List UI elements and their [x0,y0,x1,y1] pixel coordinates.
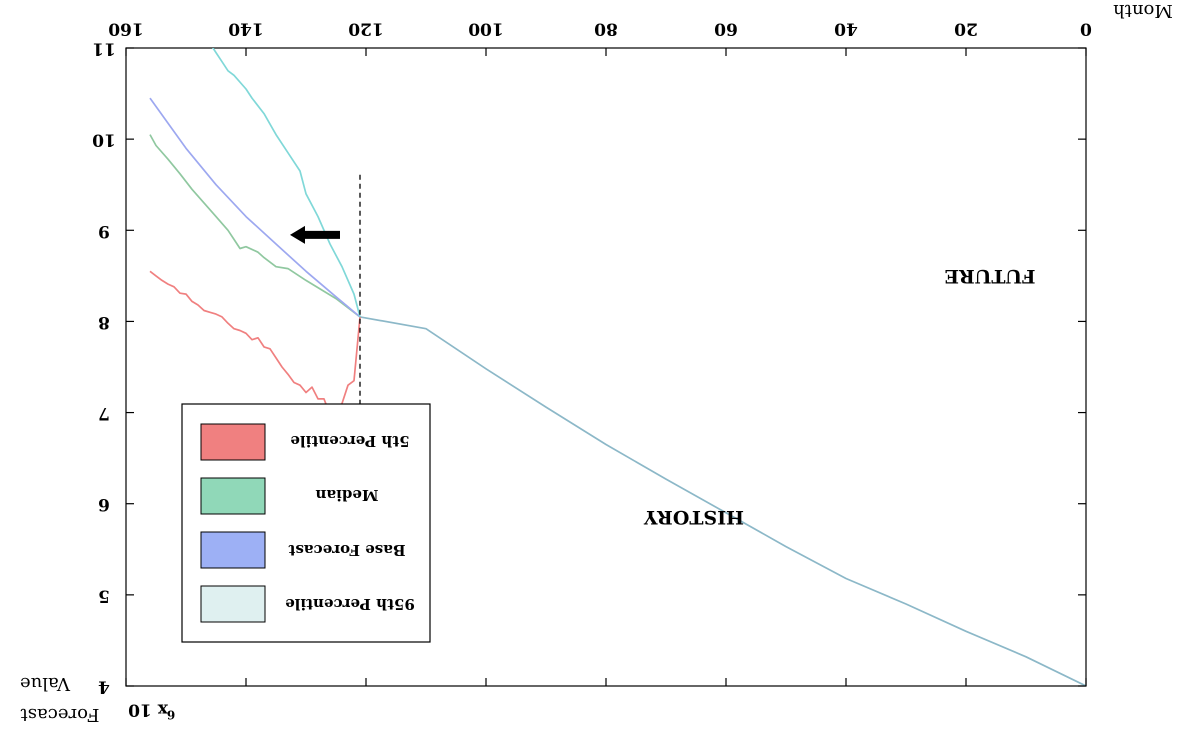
legend-swatch-1 [200,477,266,515]
y-tick-label-5: 9 [98,221,110,241]
x-tick-label-8: 160 [108,19,144,39]
future-label: FUTURE [944,265,1035,287]
legend-swatch-0 [200,423,266,461]
tick-marks [125,47,1087,687]
y-tick-label-2: 6 [98,494,110,514]
series-layer [149,48,1086,686]
y-multiplier-exponent: 6 [167,708,175,722]
legend-label-1: Median [315,486,378,504]
series-line-3 [149,97,361,318]
y-axis-title-line2: Value [20,673,71,694]
series-line-2 [149,134,361,318]
x-tick-label-7: 140 [228,19,264,39]
series-line-1 [149,270,361,416]
label-layer: 0 20 40 60 80 100 120 140 160 4 5 6 7 8 9 10 11 Month Fore… [20,0,1173,725]
legend-label-0: 5th Percentile [290,432,409,450]
x-tick-label-5: 100 [468,19,504,39]
y-tick-label-1: 5 [98,585,110,605]
y-tick-label-0: 4 [98,677,110,697]
y-tick-label-6: 10 [92,130,116,150]
history-label: HISTORY [644,506,744,528]
x-tick-label-2: 40 [834,19,858,39]
legend-swatch-2 [200,531,266,569]
x-tick-label-0: 0 [1080,19,1092,39]
x-tick-label-6: 120 [348,19,384,39]
x-tick-label-4: 80 [594,19,618,39]
x-axis-title: Month [1113,0,1173,21]
x-tick-label-1: 20 [954,19,978,39]
history-arrow [290,225,340,244]
series-line-0 [359,316,1086,686]
x-tick-label-3: 60 [714,19,738,39]
y-tick-label-3: 7 [98,403,110,423]
y-tick-label-7: 11 [92,39,116,59]
y-tick-label-4: 8 [98,312,110,332]
series-line-4 [211,48,361,318]
legend-label-3: 95th Percentile [285,595,415,613]
legend-label-2: Base Forecast [288,541,405,559]
legend-swatch-3 [200,585,266,623]
y-multiplier: x 10 [128,700,168,720]
legend [181,403,431,643]
y-axis-title-line1: Forecast [20,704,100,724]
